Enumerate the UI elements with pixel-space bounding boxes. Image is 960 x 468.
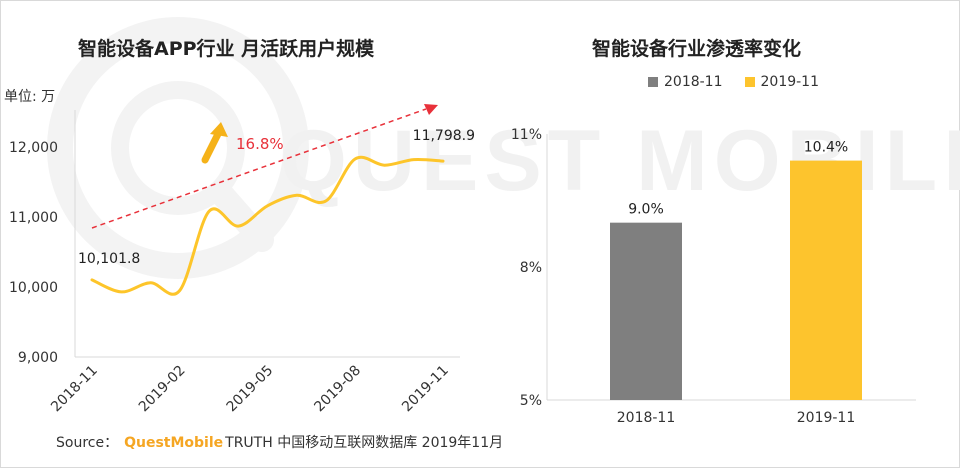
growth-arrow-head-icon bbox=[210, 122, 228, 137]
line-x-tick-label: 2019-08 bbox=[311, 363, 364, 416]
last-data-label: 11,798.9 bbox=[413, 128, 475, 144]
line-y-tick-label: 10,000 bbox=[9, 280, 58, 296]
legend-swatch-2018 bbox=[648, 77, 658, 87]
line-x-tick-label: 2019-05 bbox=[224, 363, 277, 416]
legend-item-2018: 2018-11 bbox=[648, 74, 723, 90]
source-note: Source： QuestMobile TRUTH 中国移动互联网数据库 2019年… bbox=[56, 432, 503, 452]
bar-y-tick-label: 8% bbox=[520, 260, 542, 276]
bar-chart-legend: 2018-11 2019-11 bbox=[648, 74, 819, 90]
unit-label: 单位: 万 bbox=[4, 89, 56, 105]
legend-label-2019: 2019-11 bbox=[760, 74, 820, 90]
legend-label-2018: 2018-11 bbox=[664, 74, 723, 90]
bar-y-tick-label: 11% bbox=[511, 127, 542, 143]
bar-x-tick-label: 2018-11 bbox=[617, 410, 676, 426]
first-data-label: 10,101.8 bbox=[78, 251, 140, 267]
line-x-tick-label: 2018-11 bbox=[48, 363, 101, 416]
bar-2019-11 bbox=[790, 160, 862, 400]
growth-percentage: 16.8% bbox=[236, 135, 284, 153]
mau-series-line bbox=[90, 155, 445, 296]
bar-value-label: 10.4% bbox=[804, 140, 848, 156]
line-x-tick-label: 2019-11 bbox=[399, 363, 452, 416]
growth-arrow-icon bbox=[201, 128, 223, 164]
legend-swatch-2019 bbox=[744, 77, 755, 87]
line-x-tick-label: 2019-02 bbox=[136, 363, 189, 416]
source-brand: QuestMobile bbox=[124, 435, 224, 451]
trend-arrow-head-icon bbox=[424, 104, 438, 115]
line-chart-title: 智能设备APP行业 月活跃用户规模 bbox=[78, 38, 375, 60]
line-y-tick-label: 11,000 bbox=[9, 210, 58, 226]
bar-chart-title: 智能设备行业渗透率变化 bbox=[592, 38, 802, 60]
line-y-tick-label: 9,000 bbox=[18, 350, 58, 366]
source-text: TRUTH 中国移动互联网数据库 2019年11月 bbox=[225, 435, 504, 451]
bar-y-tick-label: 5% bbox=[520, 393, 542, 409]
bar-2018-11 bbox=[610, 222, 682, 400]
bar-value-label: 9.0% bbox=[628, 202, 664, 218]
legend-item-2019: 2019-11 bbox=[744, 74, 820, 90]
source-label: Source： bbox=[56, 435, 119, 451]
line-y-tick-label: 12,000 bbox=[9, 140, 58, 156]
bar-x-tick-label: 2019-11 bbox=[797, 410, 856, 426]
